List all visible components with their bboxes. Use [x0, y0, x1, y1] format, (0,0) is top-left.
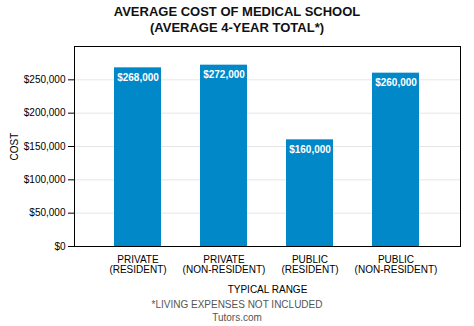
html-text:(AVERAGE 4-YEAR TOTAL*): (AVERAGE 4-YEAR TOTAL*)	[150, 20, 324, 35]
svg-text:$150,000: $150,000	[24, 141, 66, 152]
svg-text:PUBLIC(NON-RESIDENT): PUBLIC(NON-RESIDENT)	[355, 254, 438, 275]
html-text:AVERAGE COST OF MEDICAL SCHOOL: AVERAGE COST OF MEDICAL SCHOOL	[113, 4, 361, 19]
svg-text:$260,000: $260,000	[375, 77, 417, 88]
svg-text:$268,000: $268,000	[117, 72, 159, 83]
svg-text:PUBLIC(RESIDENT): PUBLIC(RESIDENT)	[281, 254, 338, 275]
html-text:*LIVING EXPENSES NOT INCLUDED: *LIVING EXPENSES NOT INCLUDED	[151, 299, 323, 310]
svg-text:$272,000: $272,000	[203, 69, 245, 80]
svg-text:$0: $0	[54, 241, 66, 252]
html-text:Tutors.com: Tutors.com	[212, 312, 262, 323]
svg-text:$100,000: $100,000	[24, 174, 66, 185]
svg-text:PRIVATE(RESIDENT): PRIVATE(RESIDENT)	[109, 254, 166, 275]
svg-text:PRIVATE(NON-RESIDENT): PRIVATE(NON-RESIDENT)	[183, 254, 266, 275]
svg-text:$50,000: $50,000	[29, 207, 66, 218]
svg-text:COST: COST	[9, 133, 20, 161]
svg-text:$160,000: $160,000	[289, 144, 331, 155]
svg-text:$200,000: $200,000	[24, 107, 66, 118]
svg-text:$250,000: $250,000	[24, 74, 66, 85]
svg-text:TYPICAL RANGE: TYPICAL RANGE	[228, 284, 308, 295]
